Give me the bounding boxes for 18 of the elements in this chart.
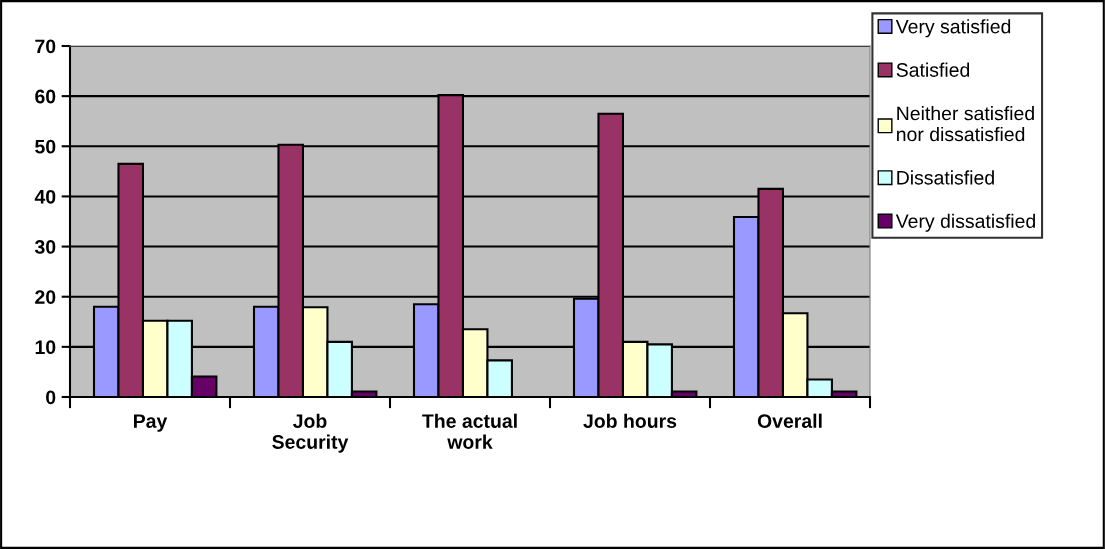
y-tick-label: 40 [34, 189, 56, 204]
y-tick-label: 30 [34, 240, 56, 254]
y-tick-label: 60 [35, 89, 56, 104]
y-tick-label: 50 [35, 139, 56, 154]
x-tick-label: Job hours [583, 413, 677, 428]
legend-label: Satisfied [896, 62, 970, 77]
legend-label: Very satisfied [895, 19, 1011, 38]
x-tick-label: Overall [757, 413, 822, 428]
legend-label: Very dissatisfied [895, 213, 1035, 232]
x-tick-label: Pay [134, 414, 168, 432]
x-tick-label: The actual work [422, 413, 517, 449]
x-tick-label: Job Security [272, 413, 349, 453]
y-tick-label: 10 [35, 340, 56, 355]
legend-label: Dissatisfied [897, 170, 994, 185]
legend-label: Neither satisfied nor dissatisfied [897, 106, 1034, 142]
y-tick-label: 70 [35, 39, 56, 54]
y-tick-label: 0 [46, 390, 56, 405]
y-tick-label: 20 [35, 290, 56, 304]
